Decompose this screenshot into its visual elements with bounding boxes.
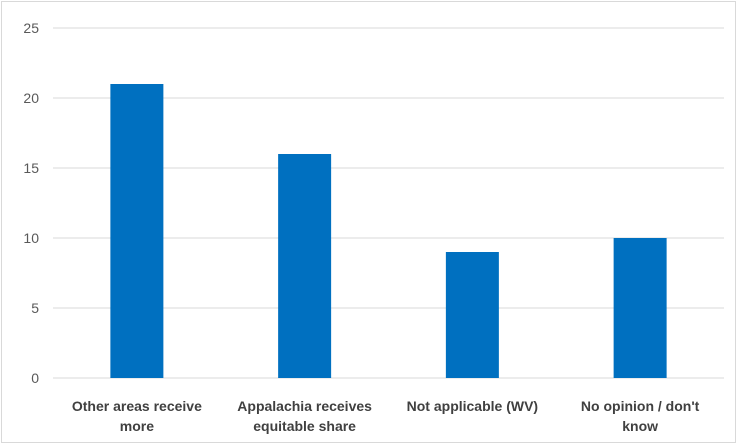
bar bbox=[613, 238, 667, 378]
y-tick-label: 15 bbox=[23, 160, 39, 176]
x-category-label: more bbox=[120, 418, 154, 434]
x-category-label: Other areas receive bbox=[72, 398, 202, 414]
y-axis-tick-labels: 0 5 10 15 20 25 bbox=[23, 20, 39, 386]
x-category-label: Appalachia receives bbox=[237, 398, 372, 414]
y-tick-label: 0 bbox=[31, 370, 39, 386]
bar bbox=[110, 84, 164, 378]
x-category-label: No opinion / don't bbox=[581, 398, 700, 414]
bars bbox=[110, 84, 667, 378]
bar bbox=[278, 154, 332, 378]
y-tick-label: 25 bbox=[23, 20, 39, 36]
y-tick-label: 20 bbox=[23, 90, 39, 106]
gridlines bbox=[53, 27, 724, 379]
y-tick-label: 10 bbox=[23, 230, 39, 246]
x-category-label: equitable share bbox=[253, 418, 356, 434]
bar bbox=[445, 252, 499, 378]
y-tick-label: 5 bbox=[31, 300, 39, 316]
x-axis-category-labels: Other areas receive more Appalachia receiv… bbox=[72, 398, 700, 434]
x-category-label: Not applicable (WV) bbox=[407, 398, 538, 414]
x-category-label: know bbox=[622, 418, 658, 434]
